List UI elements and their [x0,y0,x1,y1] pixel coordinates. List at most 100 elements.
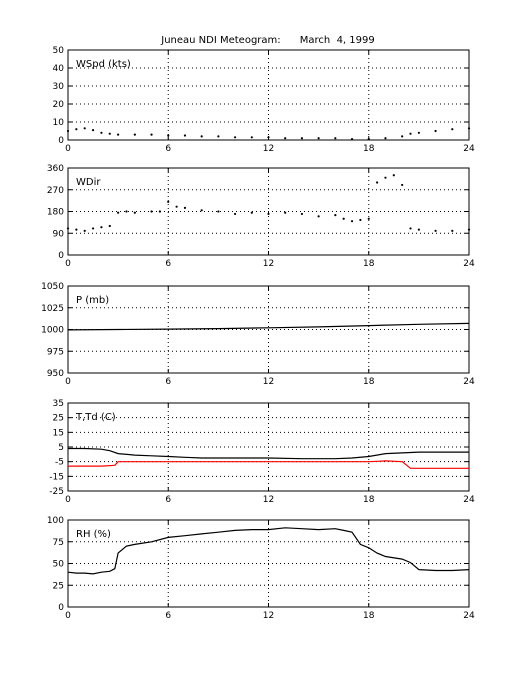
wind-direction-series-0-point-15 [217,210,220,213]
wind-speed-series-0-point-0 [66,129,70,133]
temp-dewpoint-xtick-label-1: 6 [165,495,171,505]
wind-direction-ytick-label-4: 360 [47,164,64,174]
wind-direction-series-0-point-6 [117,211,120,214]
wind-direction-series-0-point-18 [267,212,270,216]
wind-direction-series-0-point-9 [150,210,153,213]
wind-speed-series-0-point-9 [167,134,170,137]
wind-direction-series-0-point-22 [334,214,337,217]
wind-direction-series-0-point-13 [183,206,187,209]
rel-humidity-xtick-label-2: 12 [263,611,274,621]
temp-dewpoint-series-1-line [68,460,469,469]
pressure-xtick-label-4: 24 [463,377,475,387]
pressure-xtick-label-3: 18 [363,377,375,387]
wind-direction-series-0-point-3 [91,227,95,230]
pressure-series-0-line [67,322,470,331]
pressure-ytick-label-0: 950 [47,369,64,379]
temp-dewpoint-ytick-label-6: 35 [53,399,64,409]
pressure-ytick-label-2: 1000 [41,326,64,336]
wind-speed-series-0-point-18 [317,137,320,140]
pressure-ytick-label-4: 1050 [41,282,64,292]
temp-dewpoint-label: T,Td (C) [75,412,116,423]
rel-humidity-label: RH (%) [76,529,111,540]
wind-speed-series-0-point-13 [233,136,237,139]
wind-speed-series-0-point-5 [108,132,111,135]
wind-direction-series-0-point-7 [125,210,128,213]
wind-speed-xtick-label-1: 6 [165,144,171,154]
wind-direction-series-0-point-21 [317,215,320,218]
wind-direction-series-0-point-16 [233,212,237,216]
wind-direction-ytick-label-2: 180 [47,208,64,218]
pressure-panel: 950 975 1000 1025 1050 0 6 12 18 24 P (mb) [41,282,475,387]
wind-direction-series-0-point-20 [300,212,304,216]
pressure-ytick-label-3: 1025 [41,304,64,314]
rel-humidity-ytick-label-1: 25 [53,581,64,591]
wind-direction-xtick-label-2: 12 [263,259,274,269]
wind-direction-series-0-point-17 [250,211,253,214]
wind-direction-ytick-label-3: 270 [47,186,64,196]
rel-humidity-xtick-label-0: 0 [65,611,71,621]
wind-speed-ytick-label-5: 50 [53,46,65,56]
pressure-label: P (mb) [76,295,109,306]
temp-dewpoint-ytick-label-2: -5 [55,458,64,468]
wind-direction-series-0-point-31 [409,227,412,230]
temp-dewpoint-xtick-label-2: 12 [263,495,274,505]
pressure-ytick-label-1: 975 [47,347,64,357]
temp-dewpoint-ytick-label-4: 15 [53,428,64,438]
wind-speed-series-0-point-6 [117,133,120,136]
temp-dewpoint-xtick-label-4: 24 [463,495,475,505]
wind-direction-series-0-point-10 [158,210,161,213]
wind-direction-label: WDir [76,177,101,188]
wind-speed-series-0-point-24 [409,132,412,135]
temp-dewpoint-xtick-label-3: 18 [363,495,375,505]
wind-direction-series-0-point-33 [434,229,437,232]
rel-humidity-xtick-label-1: 6 [165,611,171,621]
pressure-xtick-label-1: 6 [165,377,171,387]
pressure-xtick-label-2: 12 [263,377,274,387]
wind-speed-ytick-label-2: 20 [53,100,65,110]
wind-speed-series-0-point-12 [217,135,220,138]
temp-dewpoint-ytick-label-1: -15 [49,472,64,482]
wind-direction-series-0-point-28 [384,176,387,179]
wind-direction-series-0-point-25 [359,218,362,222]
wind-direction-series-0-point-29 [392,174,395,177]
wind-direction-series-0-point-35 [467,228,471,231]
wind-direction-series-0-point-14 [200,209,203,212]
rel-humidity-ytick-label-2: 50 [53,560,65,570]
rel-humidity-xtick-label-4: 24 [463,611,475,621]
wind-direction-series-0-point-12 [175,205,178,208]
wind-speed-series-0-point-1 [75,128,78,131]
rel-humidity-panel: 0 25 50 75 100 0 6 12 18 24 RH (%) [47,516,475,621]
figure-title: Juneau NDI Meteogram: March 4, 1999 [160,35,374,46]
temp-dewpoint-ytick-label-3: 5 [58,443,64,453]
wind-speed-xtick-label-0: 0 [65,144,71,154]
wind-speed-label: WSpd (kts) [76,59,131,70]
wind-speed-series-0-point-14 [250,136,253,139]
wind-speed-series-0-point-20 [350,138,354,141]
rel-humidity-series-0-line [67,527,470,575]
wind-speed-ytick-label-1: 10 [53,118,65,128]
temp-dewpoint-ytick-label-0: -25 [49,487,64,497]
wind-direction-series-0-point-19 [284,211,287,214]
wind-speed-series-0-point-17 [300,137,304,140]
wind-direction-ytick-label-1: 90 [53,229,65,239]
wind-speed-series-0-point-3 [91,129,95,132]
wind-direction-series-0-point-5 [108,224,111,228]
wind-direction-ytick-label-0: 0 [58,251,64,261]
wind-speed-panel: 0 10 20 30 40 50 0 6 12 18 24 WSpd (kts) [53,46,475,154]
wind-speed-ytick-label-4: 40 [53,64,65,74]
wind-direction-series-0-point-27 [376,181,379,184]
temp-dewpoint-ytick-label-5: 25 [53,414,64,424]
wind-direction-series-0-point-1 [75,228,78,231]
rel-humidity-ytick-label-4: 100 [47,516,64,526]
wind-speed-series-0-point-27 [451,128,454,131]
wind-direction-series-0-point-26 [367,217,370,220]
wind-direction-xtick-label-4: 24 [463,259,475,269]
temp-dewpoint-panel: -25 -15 -5 5 15 25 35 0 6 12 18 24 T,Td (C) [49,399,475,505]
wind-speed-series-0-point-28 [467,127,471,130]
wind-direction-series-0-point-8 [133,211,136,214]
temp-dewpoint-series-0-line [68,447,469,460]
wind-speed-series-0-point-26 [434,129,437,133]
rel-humidity-ytick-label-0: 0 [58,603,64,613]
